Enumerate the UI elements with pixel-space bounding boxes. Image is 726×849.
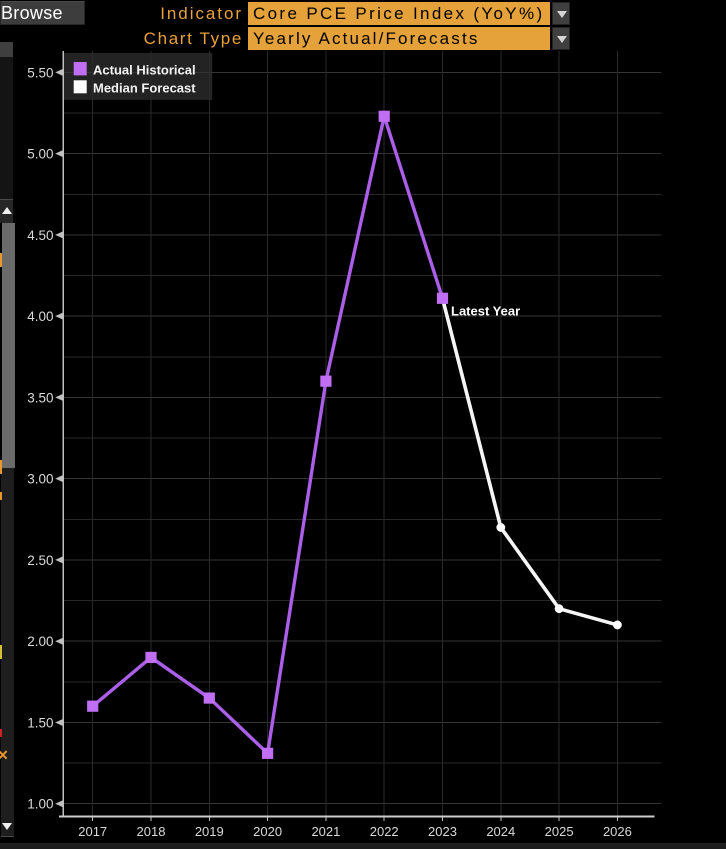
svg-text:4.50: 4.50 — [27, 228, 53, 243]
svg-text:2023: 2023 — [428, 824, 457, 839]
svg-text:Latest Year: Latest Year — [451, 304, 520, 319]
svg-text:Median Forecast: Median Forecast — [93, 81, 196, 96]
svg-text:3.50: 3.50 — [27, 390, 53, 405]
svg-text:2025: 2025 — [545, 824, 574, 839]
svg-text:1.00: 1.00 — [27, 797, 53, 812]
svg-text:4.00: 4.00 — [27, 309, 53, 324]
svg-text:Actual Historical: Actual Historical — [93, 63, 196, 78]
svg-text:2018: 2018 — [137, 824, 166, 839]
svg-text:2017: 2017 — [78, 824, 107, 839]
svg-text:2.50: 2.50 — [27, 553, 53, 568]
svg-text:5.00: 5.00 — [27, 147, 53, 162]
svg-text:1.50: 1.50 — [27, 715, 53, 730]
svg-text:2022: 2022 — [370, 824, 399, 839]
svg-text:2.00: 2.00 — [27, 634, 53, 649]
svg-text:2020: 2020 — [253, 824, 282, 839]
svg-text:2019: 2019 — [195, 824, 224, 839]
svg-text:2024: 2024 — [486, 824, 515, 839]
svg-text:2021: 2021 — [311, 824, 340, 839]
svg-text:5.50: 5.50 — [27, 65, 53, 80]
svg-text:2026: 2026 — [603, 824, 632, 839]
svg-text:3.00: 3.00 — [27, 472, 53, 487]
